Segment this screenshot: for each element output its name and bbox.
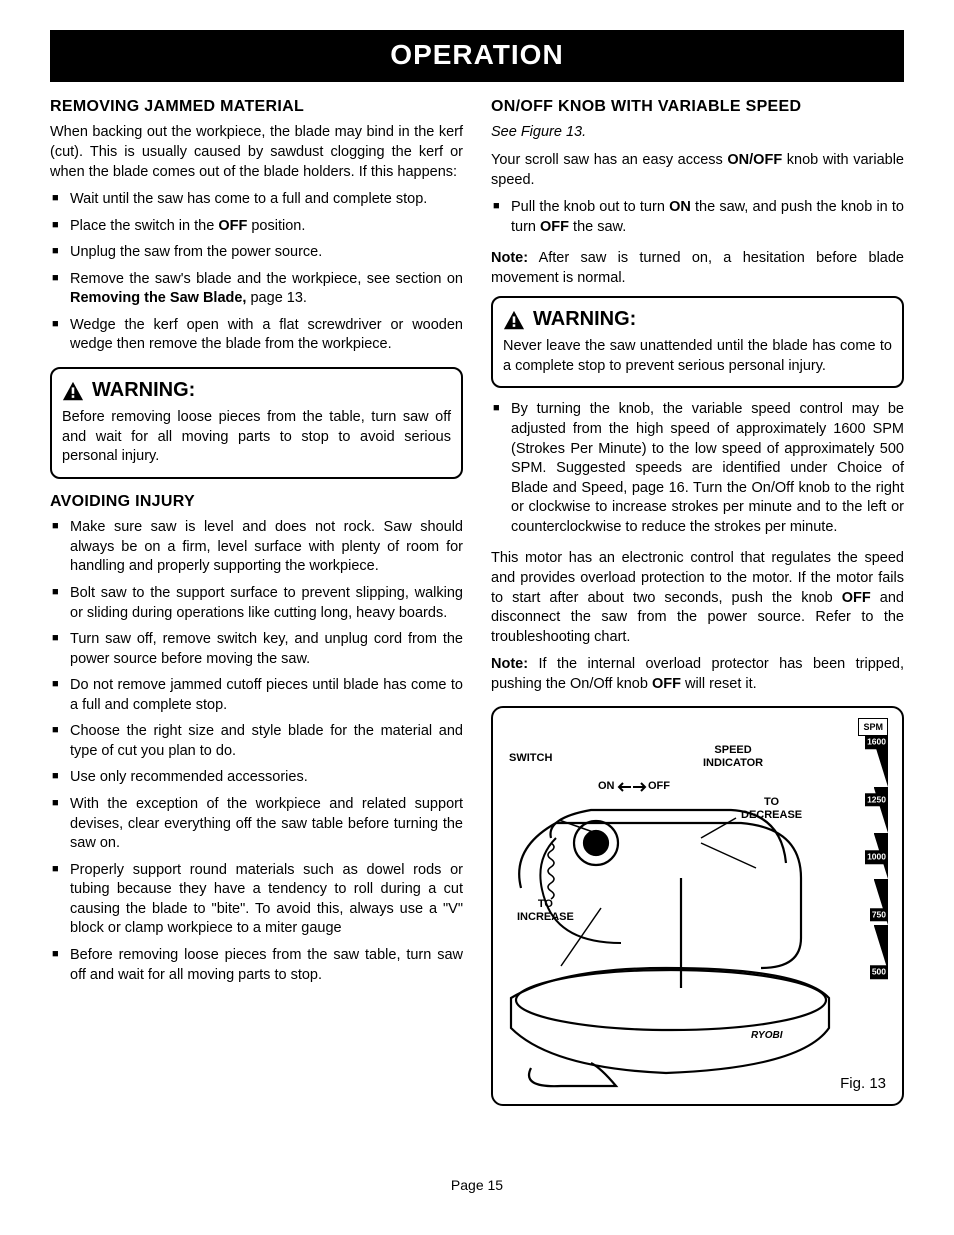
list-item: Properly support round materials such as… — [50, 861, 463, 939]
scroll-saw-illustration: RYOBI — [501, 768, 831, 1088]
right-column: ON/OFF KNOB WITH VARIABLE SPEED See Figu… — [491, 96, 904, 1107]
spm-scale: 1600 1250 1000 750 500 — [848, 742, 888, 972]
label-switch: SWITCH — [509, 752, 552, 765]
list-item: Bolt saw to the support surface to preve… — [50, 584, 463, 623]
list-item: Pull the knob out to turn ON the saw, an… — [491, 198, 904, 237]
list-item: With the exception of the workpiece and … — [50, 795, 463, 854]
scale-tick: 1600 — [865, 736, 888, 749]
scale-tick: 500 — [870, 966, 888, 979]
list-item: Make sure saw is level and does not rock… — [50, 518, 463, 577]
warning-box-left: WARNING: Before removing loose pieces fr… — [50, 367, 463, 479]
spm-label: SPM — [858, 718, 888, 736]
list-item: Do not remove jammed cutoff pieces until… — [50, 676, 463, 715]
para-knob-intro: Your scroll saw has an easy access ON/OF… — [491, 151, 904, 190]
list-variable-speed: By turning the knob, the variable speed … — [491, 400, 904, 537]
warning-text: Never leave the saw unattended until the… — [503, 337, 892, 376]
list-knob-pull: Pull the knob out to turn ON the saw, an… — [491, 198, 904, 237]
list-item: Wedge the kerf open with a flat screwdri… — [50, 316, 463, 355]
scale-tick: 1250 — [865, 793, 888, 806]
see-figure-ref: See Figure 13. — [491, 123, 904, 143]
heading-removing-jammed: REMOVING JAMMED MATERIAL — [50, 96, 463, 118]
note-hesitation: Note: After saw is turned on, a hesitati… — [491, 249, 904, 288]
list-item: Wait until the saw has come to a full an… — [50, 190, 463, 210]
list-item: Place the switch in the OFF position. — [50, 217, 463, 237]
list-item: Choose the right size and style blade fo… — [50, 722, 463, 761]
left-column: REMOVING JAMMED MATERIAL When backing ou… — [50, 96, 463, 1107]
page-number: Page 15 — [50, 1176, 904, 1195]
warning-title: WARNING: — [62, 377, 451, 404]
list-item: Turn saw off, remove switch key, and unp… — [50, 630, 463, 669]
heading-avoiding-injury: AVOIDING INJURY — [50, 491, 463, 513]
note-reset: Note: If the internal overload protector… — [491, 655, 904, 694]
warning-text: Before removing loose pieces from the ta… — [62, 408, 451, 467]
para-overload: This motor has an electronic control tha… — [491, 549, 904, 647]
section-banner: OPERATION — [50, 30, 904, 82]
scale-tick: 750 — [870, 908, 888, 921]
warning-box-right: WARNING: Never leave the saw unattended … — [491, 296, 904, 388]
list-item: Unplug the saw from the power source. — [50, 243, 463, 263]
heading-onoff-knob: ON/OFF KNOB WITH VARIABLE SPEED — [491, 96, 904, 118]
label-speed-indicator: SPEED INDICATOR — [703, 744, 763, 769]
figure-13: SPM SWITCH SPEED INDICATOR ON OFF TO DEC… — [491, 706, 904, 1106]
list-item: Remove the saw's blade and the workpiece… — [50, 270, 463, 309]
list-jammed-steps: Wait until the saw has come to a full an… — [50, 190, 463, 355]
svg-text:RYOBI: RYOBI — [751, 1030, 783, 1041]
para-intro-jammed: When backing out the workpiece, the blad… — [50, 123, 463, 182]
two-column-layout: REMOVING JAMMED MATERIAL When backing ou… — [50, 96, 904, 1107]
warning-label: WARNING: — [92, 377, 195, 404]
scale-tick: 1000 — [865, 851, 888, 864]
list-avoiding-injury: Make sure saw is level and does not rock… — [50, 518, 463, 985]
list-item: By turning the knob, the variable speed … — [491, 400, 904, 537]
list-item: Before removing loose pieces from the sa… — [50, 946, 463, 985]
warning-triangle-icon — [62, 381, 84, 401]
list-item: Use only recommended accessories. — [50, 768, 463, 788]
figure-caption: Fig. 13 — [840, 1074, 886, 1094]
warning-label: WARNING: — [533, 306, 636, 333]
warning-title: WARNING: — [503, 306, 892, 333]
warning-triangle-icon — [503, 310, 525, 330]
